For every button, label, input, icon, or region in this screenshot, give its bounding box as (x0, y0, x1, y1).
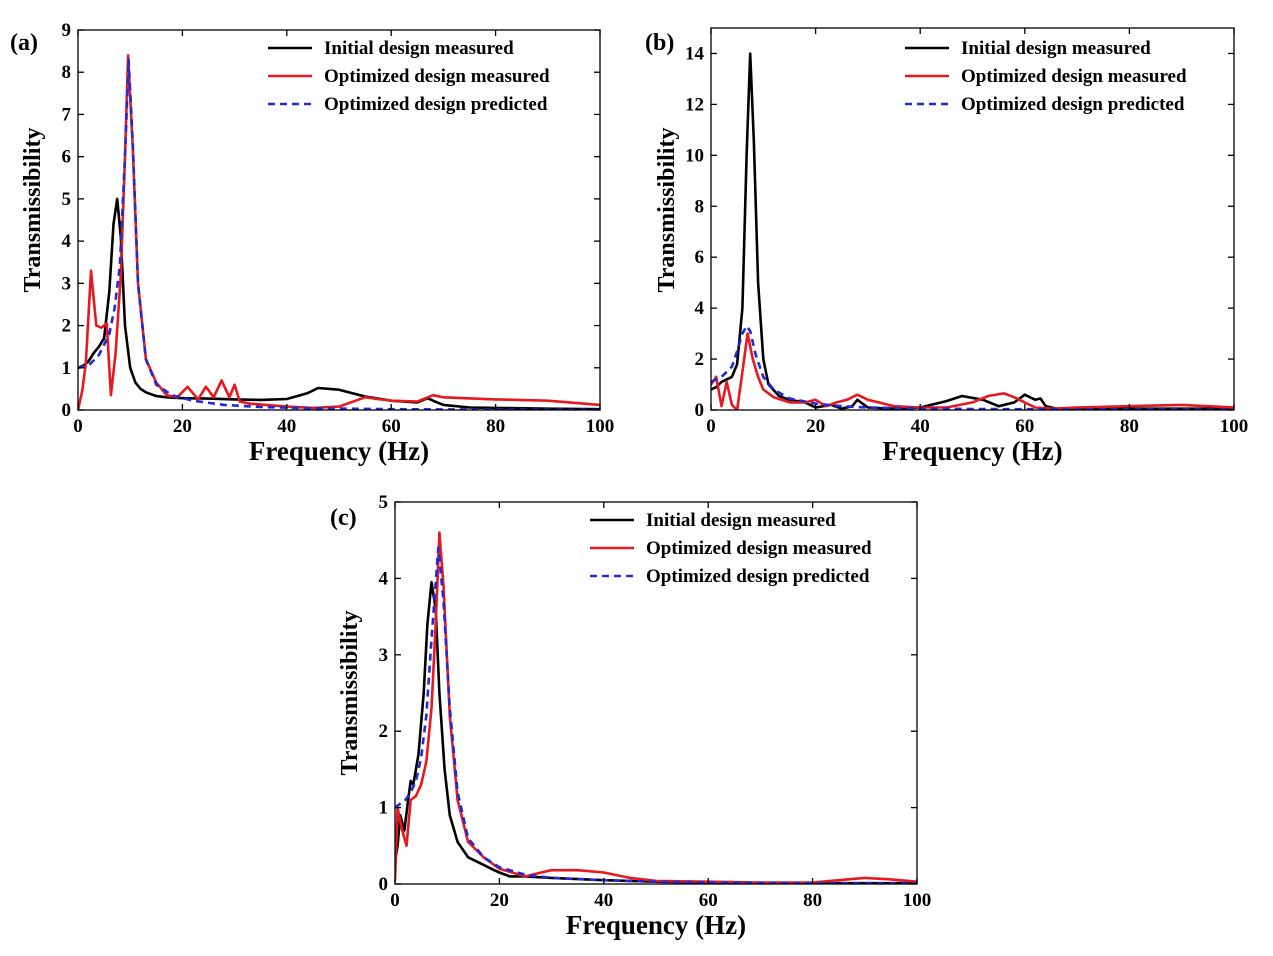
plot-frame (77, 29, 601, 411)
y-axis-title: Transmissibility (654, 128, 680, 293)
legend-entry-label: Initial design measured (324, 38, 514, 59)
x-tick-label: 80 (486, 416, 505, 437)
y-tick-label: 4 (62, 231, 72, 252)
series-line-optimized-design-predicted (711, 324, 1234, 410)
x-tick-label: 40 (911, 416, 930, 437)
y-tick-label: 1 (379, 798, 389, 819)
chart-panel-a: 0 20 40 60 80 100 0 1 2 3 4 5 6 7 8 9 Frequency (Hz) Tran… (10, 20, 614, 466)
y-tick-label: 6 (62, 147, 72, 168)
y-tick-label: 5 (62, 189, 72, 210)
plot-frame (710, 27, 1235, 411)
x-tick-label: 0 (73, 416, 83, 437)
y-tick-label: 12 (685, 94, 704, 115)
series-line-optimized-design-predicted (395, 546, 917, 884)
chart-panel-c: 0 20 40 60 80 100 0 1 2 3 4 5 Frequency (Hz) Transmis… (330, 492, 931, 940)
y-tick-label: 10 (685, 145, 704, 166)
y-tick-label: 5 (379, 492, 389, 513)
x-tick-label: 60 (699, 890, 718, 911)
legend-entry-label: Optimized design predicted (646, 566, 870, 587)
x-tick-label: 80 (803, 890, 822, 911)
chart-panel-b: 0 20 40 60 80 100 0 2 4 6 8 10 12 14 Frequency (Hz) Tra… (645, 27, 1249, 466)
x-tick-label: 20 (806, 416, 825, 437)
legend: Initial design measured Optimized design … (905, 38, 1187, 115)
y-tick-label: 3 (62, 273, 72, 294)
panel-label: (b) (645, 30, 674, 56)
y-tick-label: 7 (62, 104, 72, 125)
x-tick-label: 40 (277, 416, 296, 437)
legend-entry-label: Optimized design measured (961, 66, 1187, 87)
x-tick-label: 100 (586, 416, 615, 437)
y-tick-label: 2 (379, 721, 389, 742)
panel-label: (a) (10, 30, 38, 56)
y-tick-label: 0 (62, 400, 72, 421)
y-tick-label: 0 (379, 874, 389, 895)
series-line-optimized-design-measured (711, 332, 1234, 410)
legend-entry-label: Optimized design measured (646, 538, 872, 559)
x-axis-title: Frequency (Hz) (882, 436, 1062, 466)
y-tick-label: 8 (695, 196, 705, 217)
x-axis-title: Frequency (Hz) (566, 910, 746, 940)
y-tick-label: 4 (695, 298, 705, 319)
y-tick-label: 2 (695, 349, 705, 370)
x-tick-label: 40 (594, 890, 613, 911)
series-line-optimized-design-measured (78, 53, 600, 410)
x-tick-label: 100 (1220, 416, 1249, 437)
x-tick-label: 100 (903, 890, 932, 911)
y-tick-label: 8 (62, 62, 72, 83)
y-tick-label: 2 (62, 316, 72, 337)
y-tick-label: 0 (695, 400, 705, 421)
series-line-optimized-design-predicted (78, 58, 600, 410)
y-tick-label: 4 (379, 568, 389, 589)
legend-entry-label: Initial design measured (961, 38, 1151, 59)
legend: Initial design measured Optimized design … (590, 510, 872, 587)
legend-entry-label: Initial design measured (646, 510, 836, 531)
x-axis-title: Frequency (Hz) (249, 436, 429, 466)
plot-frame (394, 501, 918, 885)
legend-entry-label: Optimized design measured (324, 66, 550, 87)
legend-entry-label: Optimized design predicted (324, 94, 548, 115)
x-tick-label: 20 (173, 416, 192, 437)
y-axis-title: Transmissibility (337, 611, 363, 776)
x-tick-label: 60 (382, 416, 401, 437)
y-tick-label: 6 (695, 247, 705, 268)
y-tick-label: 14 (685, 43, 705, 64)
y-tick-label: 1 (62, 358, 72, 379)
x-tick-label: 0 (706, 416, 716, 437)
x-tick-label: 80 (1120, 416, 1139, 437)
y-tick-label: 3 (379, 645, 389, 666)
panel-label: (c) (330, 505, 357, 531)
legend: Initial design measured Optimized design … (268, 38, 550, 115)
y-axis-title: Transmissibility (20, 128, 46, 293)
x-tick-label: 60 (1015, 416, 1034, 437)
series-line-initial-design-measured (78, 197, 600, 410)
y-tick-label: 9 (62, 20, 72, 41)
legend-entry-label: Optimized design predicted (961, 94, 1185, 115)
x-tick-label: 0 (390, 890, 400, 911)
x-tick-label: 20 (490, 890, 509, 911)
